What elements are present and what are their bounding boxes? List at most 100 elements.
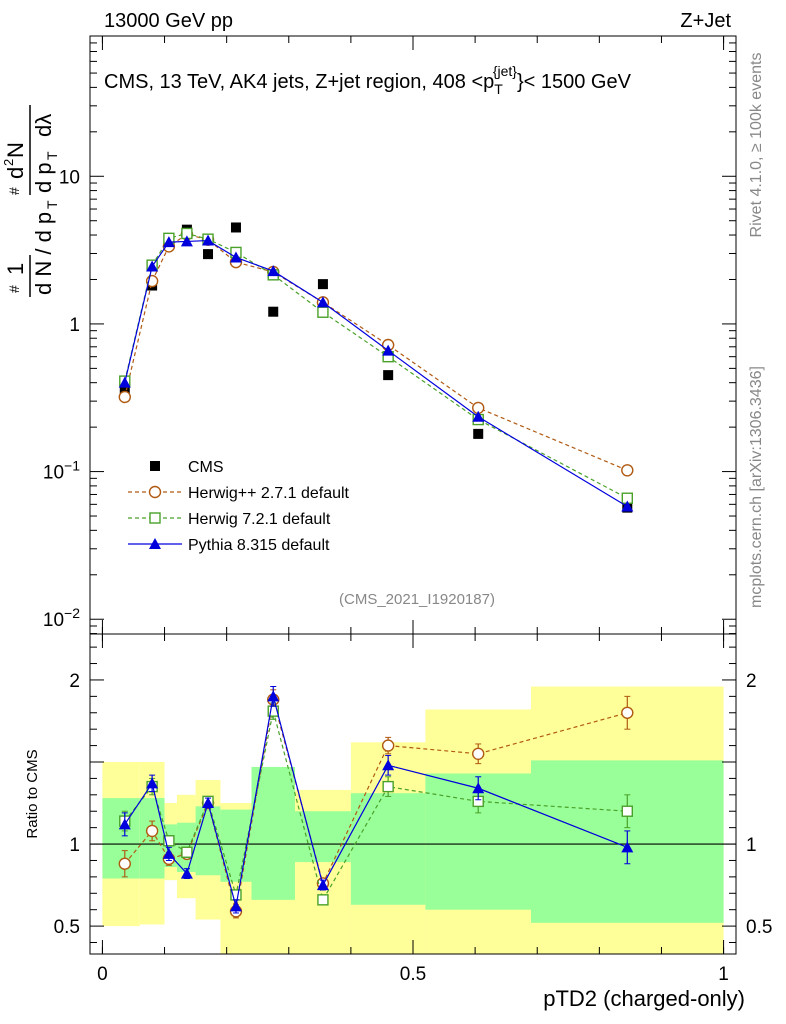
main-point-pythia-8-315-7: [316, 296, 329, 308]
main-point-cms-7: [317, 279, 328, 290]
header-left: 13000 GeV pp: [104, 10, 233, 32]
main-point-cms-6: [268, 306, 279, 317]
y-ratio-tick-label-left-2: 2: [69, 671, 80, 692]
legend-label-cms: CMS: [188, 459, 224, 476]
ratio-point-herwig-7-2-1-7: [317, 894, 329, 906]
y-ratio-tick-label-left-0: 0.5: [54, 917, 80, 938]
legend-marker-herwig-7-2-1: [149, 512, 161, 524]
ratio-point-herwig-7-2-1-2: [163, 835, 175, 847]
main-point-pythia-8-315-1: [146, 260, 159, 272]
legend: CMS Herwig++ 2.7.1 default Herwig 7.2.1 de…: [128, 459, 350, 554]
plot-title-sub: T: [494, 81, 503, 97]
ratio-point-pythia-8-315-4: [202, 797, 215, 809]
main-point-pythia-8-315-4: [202, 234, 215, 246]
ratio-point-pythia-8-315-5: [229, 900, 242, 912]
x-axis-title: pTD2 (charged-only): [543, 986, 745, 1011]
rivet-version-note: Rivet 4.1.0, ≥ 100k events: [748, 53, 765, 238]
main-point-cms-5: [230, 222, 241, 233]
y-main-tick-label-1: 10−1: [43, 458, 80, 484]
ylabel-dlambda: dλ: [31, 114, 56, 137]
ratio-point-pythia-8-315-3: [180, 867, 193, 879]
y-main-tick-label-2: 1: [69, 315, 80, 336]
plot-title-post: }< 1500 GeV: [517, 71, 632, 93]
main-point-herwig--10: [621, 464, 634, 477]
main-series-layer: [118, 222, 634, 513]
legend-label-pythia-8-315: Pythia 8.315 default: [188, 537, 330, 554]
ylabel-d2N: d: [3, 167, 28, 179]
ratio-point-pythia-8-315-10: [621, 841, 634, 853]
main-plot-frame: [89, 35, 737, 635]
main-point-pythia-8-315-5: [229, 251, 242, 263]
plot-title-main: CMS, 13 TeV, AK4 jets, Z+jet region, 408…: [104, 71, 494, 93]
ylabel-one: 1: [3, 263, 28, 275]
ylabel-T-sub-1: T: [44, 200, 60, 209]
legend-marker-cms: [150, 461, 160, 471]
legend-marker-pythia-8-315: [149, 538, 161, 549]
ratio-point-herwig--0: [118, 857, 131, 870]
band-green-bin-4: [195, 806, 221, 876]
ylabel-N: N: [3, 142, 28, 158]
legend-marker-herwig-: [148, 485, 162, 499]
main-point-pythia-8-315-10: [621, 500, 634, 512]
y-main-tick-exp-0: −2: [64, 605, 80, 621]
plot-title-sup: {jet}: [493, 63, 517, 79]
band-green-bin-8: [350, 793, 426, 905]
ratio-point-pythia-8-315-8: [382, 759, 395, 771]
main-point-herwig-7-2-1-7: [317, 306, 329, 318]
y-ratio-tick-label-left-1: 1: [69, 835, 80, 856]
band-green-bin-7: [294, 811, 351, 863]
main-point-cms-4: [203, 249, 214, 260]
ratio-series-layer: [118, 686, 634, 919]
y-main-tick-label-0: 10−2: [43, 605, 80, 631]
y-main-tick-base-1: 10: [43, 463, 64, 484]
mcplots-credit: mcplots.cern.ch [arXiv:1306.3436]: [748, 366, 765, 608]
y-ratio-tick-label-right-0: 0.5: [746, 917, 772, 938]
ylabel-dN: d N / d p: [31, 212, 56, 295]
x-tick-label-2: 1: [718, 964, 729, 985]
x-tick-label-1: 0.5: [400, 964, 426, 985]
ylabel-dpT: d p: [31, 162, 56, 193]
ylabel-hash-2: #: [6, 187, 22, 195]
y-main-tick-exp-1: −1: [64, 458, 80, 474]
ratio-point-herwig-7-2-1-3: [181, 846, 193, 858]
main-y-axis-title: # 1 d N / d p T # d 2 N d p T dλ: [1, 105, 60, 297]
header-right: Z+Jet: [680, 10, 731, 32]
ylabel-T-sub-2: T: [44, 151, 60, 160]
ratio-point-herwig--8: [381, 739, 395, 752]
ratio-point-pythia-8-315-9: [472, 782, 485, 794]
ratio-point-pythia-8-315-7: [316, 879, 329, 891]
legend-label-herwig-: Herwig++ 2.7.1 default: [188, 485, 350, 502]
ratio-uncertainty-bands: [102, 686, 724, 954]
ratio-y-axis-title: Ratio to CMS: [24, 749, 41, 838]
ratio-point-pythia-8-315-6: [267, 690, 280, 702]
main-point-pythia-8-315-8: [382, 344, 395, 356]
y-main-tick-base-0: 10: [43, 610, 64, 631]
main-point-pythia-8-315-3: [180, 235, 193, 247]
main-point-pythia-8-315-0: [118, 376, 131, 388]
main-point-herwig--0: [118, 390, 131, 404]
analysis-watermark: (CMS_2021_I1920187): [339, 591, 495, 608]
main-line-herwig-: [124, 233, 628, 471]
main-line-herwig-7-2-1: [124, 232, 628, 499]
main-point-pythia-8-315-9: [472, 410, 485, 422]
main-point-cms-9: [473, 428, 484, 439]
band-green-bin-6: [251, 766, 295, 900]
x-tick-label-0: 0: [97, 964, 108, 985]
plot-title: CMS, 13 TeV, AK4 jets, Z+jet region, 408…: [104, 63, 632, 97]
legend-label-herwig-7-2-1: Herwig 7.2.1 default: [188, 511, 331, 528]
ratio-point-pythia-8-315-2: [162, 847, 175, 859]
ratio-point-herwig--1: [145, 824, 159, 838]
y-ratio-tick-label-right-1: 1: [746, 835, 757, 856]
ratio-point-herwig-7-2-1-8: [382, 780, 394, 793]
main-point-pythia-8-315-6: [267, 265, 280, 277]
main-point-pythia-8-315-2: [162, 236, 175, 248]
ylabel-hash-1: #: [6, 285, 22, 293]
main-point-cms-8: [383, 370, 394, 381]
ratio-point-herwig--10: [621, 706, 634, 719]
y-ratio-tick-label-right-2: 2: [746, 671, 757, 692]
ylabel-d2N-exp: 2: [1, 159, 16, 166]
ratio-point-pythia-8-315-0: [118, 818, 131, 830]
ratio-point-pythia-8-315-1: [146, 777, 159, 789]
y-main-tick-label-3: 10: [59, 167, 80, 188]
